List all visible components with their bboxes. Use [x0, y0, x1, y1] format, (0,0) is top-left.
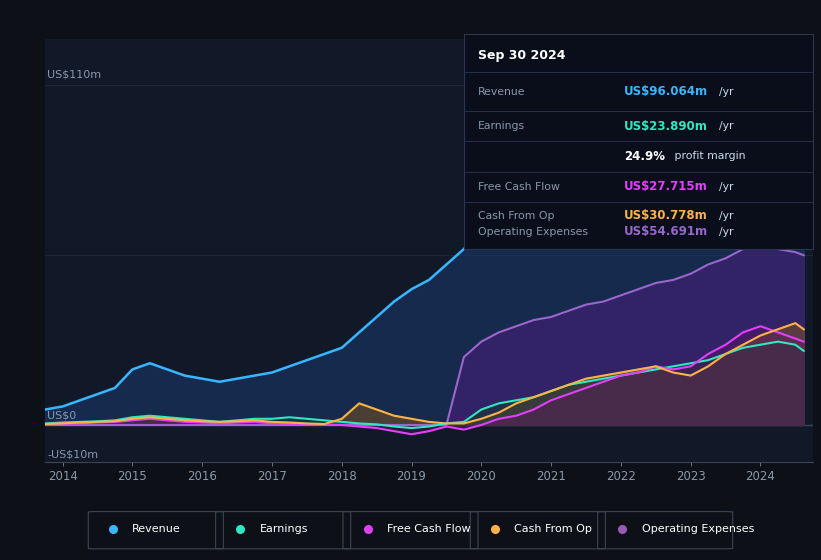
- Text: /yr: /yr: [718, 122, 733, 131]
- Text: US$27.715m: US$27.715m: [624, 180, 709, 193]
- Text: profit margin: profit margin: [672, 152, 746, 161]
- Text: /yr: /yr: [718, 87, 733, 97]
- Text: US$0: US$0: [48, 410, 76, 421]
- Text: -US$10m: -US$10m: [48, 449, 99, 459]
- Text: 24.9%: 24.9%: [624, 150, 665, 163]
- Text: US$54.691m: US$54.691m: [624, 226, 709, 239]
- Text: US$96.064m: US$96.064m: [624, 85, 709, 99]
- Text: US$23.890m: US$23.890m: [624, 120, 709, 133]
- Text: US$30.778m: US$30.778m: [624, 209, 709, 222]
- Text: /yr: /yr: [718, 227, 733, 237]
- Text: Operating Expenses: Operating Expenses: [642, 524, 754, 534]
- Text: Revenue: Revenue: [478, 87, 525, 97]
- Text: Earnings: Earnings: [478, 122, 525, 131]
- Text: /yr: /yr: [718, 181, 733, 192]
- Text: Sep 30 2024: Sep 30 2024: [478, 49, 566, 62]
- Text: Free Cash Flow: Free Cash Flow: [387, 524, 470, 534]
- Text: Revenue: Revenue: [132, 524, 181, 534]
- Text: Cash From Op: Cash From Op: [514, 524, 592, 534]
- Text: Earnings: Earnings: [259, 524, 308, 534]
- Text: Cash From Op: Cash From Op: [478, 211, 554, 221]
- Text: Free Cash Flow: Free Cash Flow: [478, 181, 560, 192]
- Text: US$110m: US$110m: [48, 69, 101, 80]
- Text: Operating Expenses: Operating Expenses: [478, 227, 588, 237]
- Text: /yr: /yr: [718, 211, 733, 221]
